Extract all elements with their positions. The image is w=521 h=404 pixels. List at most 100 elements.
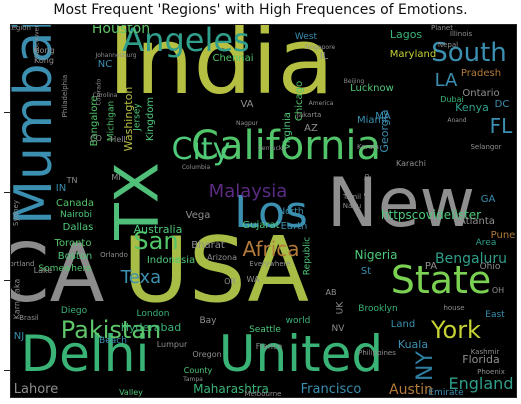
word-planet: Planet <box>431 25 453 32</box>
word-pa: PA <box>425 261 437 272</box>
word-north: North <box>278 207 303 217</box>
word-city: City <box>172 132 231 167</box>
word-america: America <box>309 100 334 107</box>
word-london: London <box>137 309 170 319</box>
word-tamil: Tamil <box>342 193 361 201</box>
word-england: England <box>449 374 514 393</box>
word-nc: NC <box>98 59 112 70</box>
word-or: OR <box>224 277 236 286</box>
word-house: house <box>443 304 464 312</box>
word-east: East <box>485 310 505 320</box>
word-kuala: Kuala <box>398 338 428 351</box>
word-dc: DC <box>495 99 510 110</box>
word-httpscovidelister: httpscovidelister <box>381 208 481 222</box>
word-lake: Lake <box>34 266 53 275</box>
word-wa: WA <box>247 275 260 284</box>
word-seattle: Seattle <box>249 325 281 335</box>
word-dallas: Dallas <box>63 222 94 233</box>
word-washington: Washington <box>122 87 135 152</box>
word-beijing: Beijing <box>344 78 365 85</box>
word-lahore: Lahore <box>14 382 58 397</box>
word-world: world <box>286 316 311 326</box>
word-region: Region <box>11 25 31 32</box>
word-hell: Hell <box>110 135 125 144</box>
word-st: St <box>361 266 371 277</box>
word-kashmir: Kashmir <box>471 348 500 356</box>
word-maryland: Maryland <box>390 49 436 60</box>
word-indonesia: Indonesia <box>147 255 195 266</box>
word-colorado: Colorado <box>96 78 103 105</box>
word-ab: AB <box>326 288 337 297</box>
word-bangalore: Bangalore <box>89 96 100 147</box>
word-johannesburg: Johannesburg <box>94 52 136 59</box>
word-jersey: Jersey <box>133 103 143 132</box>
word-state: State <box>391 258 492 302</box>
word-oregon: Oregon <box>192 350 221 359</box>
word-chennai: Chennai <box>212 53 253 64</box>
word-puerto: Puerto <box>363 174 371 197</box>
word-tampa: Tampa <box>182 376 203 383</box>
word-ma: MA <box>375 111 391 122</box>
word-la: LA <box>435 70 458 91</box>
word-vega: Vega <box>186 210 211 221</box>
word-philadelphia: Philadelphia <box>61 75 69 118</box>
word-fl: FL <box>490 114 514 138</box>
word-mumbai: Mumbai <box>11 25 64 225</box>
word-phoenix: Phoenix <box>477 368 505 376</box>
word-virginia: Virginia <box>282 112 293 150</box>
axis-tick <box>4 280 11 281</box>
word-maharashtra: Maharashtra <box>193 382 269 396</box>
word-hong: Hong <box>33 46 54 55</box>
word-illinois: Illinois <box>450 30 473 38</box>
word-jakarta: Jakarta <box>296 111 322 119</box>
word-arizona: Arizona <box>207 253 237 262</box>
word-york: York <box>430 316 481 344</box>
word-usa: USA <box>123 218 309 323</box>
word-gujarat: Gujarat <box>242 220 279 231</box>
word-bharat: Bharat <box>191 240 225 251</box>
word-texa: Texa <box>120 267 161 288</box>
word-brooklyn: Brooklyn <box>358 304 397 314</box>
word-bay: Bay <box>199 316 217 326</box>
word-il: IL <box>320 51 329 62</box>
word-lucknow: Lucknow <box>350 83 394 94</box>
word-kerala: Kerala <box>357 143 379 151</box>
axis-tick <box>4 112 11 113</box>
word-ga: GA <box>481 194 496 205</box>
word-francisco: Francisco <box>301 382 362 397</box>
word-co: CO <box>90 134 102 143</box>
word-kenya: Kenya <box>455 101 489 114</box>
word-az: AZ <box>304 123 318 134</box>
word-republic: Republic <box>303 237 313 276</box>
word-somewhere: Somewhere <box>38 264 92 274</box>
word-valley: Valley <box>119 388 143 397</box>
word-columbia: Columbia <box>182 164 211 171</box>
word-diego: Diego <box>61 306 88 316</box>
word-pakistan: Pakistan <box>61 316 162 344</box>
word-nigeria: Nigeria <box>355 248 398 262</box>
word-los: Los <box>234 187 308 238</box>
word-sydney: Sydney <box>12 200 20 226</box>
word-boston: Boston <box>58 251 93 262</box>
word-australia: Australia <box>134 223 183 236</box>
word-anand: Anand <box>447 117 466 124</box>
word-san: San <box>133 227 178 255</box>
word-melbourne: Melbourne <box>245 390 282 397</box>
word-angeles: Angeles <box>122 25 249 59</box>
word-austin: Austin <box>389 382 433 397</box>
word-france: France <box>256 342 283 351</box>
word-nepal: Nepal <box>438 41 458 49</box>
word-lumpur: Lumpur <box>157 340 188 349</box>
word-delhi: Delhi <box>21 325 150 383</box>
word-county: County <box>184 366 213 375</box>
word-philippines: Philippines <box>358 349 396 357</box>
word-chicago: Chicago <box>294 81 305 121</box>
word-georgia: Georgia <box>378 109 391 152</box>
word-area: Area <box>476 238 497 248</box>
word-miami: Miami <box>357 115 387 126</box>
word-karachi: Karachi <box>396 159 426 168</box>
word-canada: Canada <box>56 198 94 209</box>
word-pune: Pune <box>491 230 516 241</box>
